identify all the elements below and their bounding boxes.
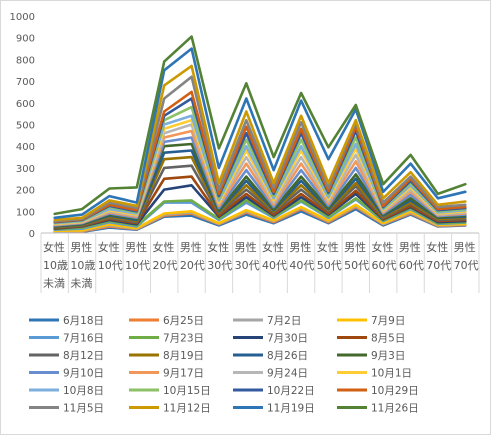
- legend-label: 10月15日: [163, 385, 211, 397]
- legend-item: 10月22日: [233, 385, 315, 397]
- legend-label: 9月17日: [163, 368, 204, 380]
- y-tick-label: 0: [29, 229, 35, 240]
- legend-label: 9月10日: [63, 368, 104, 380]
- y-tick-label: 200: [16, 186, 35, 197]
- x-tick-label: 男性 10歳未満: [70, 240, 95, 290]
- x-tick-label: 男性 60代: [399, 240, 424, 272]
- legend-item: 11月19日: [233, 403, 315, 415]
- legend-label: 8月12日: [63, 350, 104, 362]
- y-tick-label: 600: [16, 99, 35, 110]
- x-tick-label: 女性 60代: [372, 240, 397, 272]
- x-tick-label: 男性 20代: [180, 240, 205, 272]
- legend-item: 9月3日: [337, 350, 405, 362]
- y-tick-label: 100: [16, 207, 35, 218]
- series-line: [53, 47, 467, 220]
- legend-label: 6月25日: [163, 315, 204, 327]
- x-tick-label: 女性 30代: [207, 240, 232, 272]
- x-tick-label: 女性 70代: [426, 240, 451, 272]
- legend-item: 11月12日: [129, 403, 211, 415]
- plot-area: [53, 35, 467, 234]
- legend-item: 8月12日: [29, 350, 104, 362]
- legend-label: 10月8日: [63, 385, 104, 397]
- legend-item: 7月2日: [233, 315, 301, 327]
- x-tick-label: 女性 50代: [317, 240, 342, 272]
- y-tick-label: 1000: [10, 12, 35, 23]
- legend-label: 10月22日: [267, 385, 315, 397]
- x-tick-label: 男性 30代: [235, 240, 260, 272]
- legend-label: 7月2日: [267, 315, 301, 327]
- legend-item: 8月5日: [337, 333, 405, 345]
- legend: 6月18日 6月25日 7月2日 7月9日 7月16日 7月23日 7月30日 8月5日 8月1…: [29, 315, 419, 415]
- x-tick-label: 女性 20代: [153, 240, 178, 272]
- legend-item: 10月1日: [337, 368, 412, 380]
- legend-item: 6月18日: [29, 315, 104, 327]
- legend-item: 7月23日: [129, 333, 204, 345]
- y-tick-label: 400: [16, 142, 35, 153]
- y-tick-label: 300: [16, 164, 35, 175]
- legend-item: 9月10日: [29, 368, 104, 380]
- legend-label: 6月18日: [63, 315, 104, 327]
- legend-item: 7月9日: [337, 315, 405, 327]
- legend-label: 8月19日: [163, 350, 204, 362]
- legend-label: 8月26日: [267, 350, 308, 362]
- legend-item: 6月25日: [129, 315, 204, 327]
- legend-label: 10月1日: [371, 368, 412, 380]
- legend-label: 8月5日: [371, 333, 405, 345]
- legend-item: 7月30日: [233, 333, 308, 345]
- legend-label: 7月16日: [63, 333, 104, 345]
- legend-label: 11月5日: [63, 403, 104, 415]
- legend-label: 7月23日: [163, 333, 204, 345]
- legend-label: 7月30日: [267, 333, 308, 345]
- series-line: [53, 64, 467, 222]
- legend-label: 9月24日: [267, 368, 308, 380]
- legend-item: 11月26日: [337, 403, 419, 415]
- x-tick-label: 男性 50代: [344, 240, 369, 272]
- x-tick-label: 男性 10代: [125, 240, 150, 272]
- legend-item: 8月19日: [129, 350, 204, 362]
- x-tick-label: 男性 70代: [454, 240, 479, 272]
- legend-label: 11月26日: [371, 403, 419, 415]
- legend-item: 8月26日: [233, 350, 308, 362]
- series-line: [53, 35, 467, 216]
- series-line: [53, 90, 467, 223]
- y-axis: 0 100 200 300 400 500 600 700 800 900 1000: [10, 12, 35, 240]
- legend-label: 11月12日: [163, 403, 211, 415]
- x-tick-label: 女性 10歳未満: [43, 240, 68, 290]
- legend-item: 10月29日: [337, 385, 419, 397]
- legend-item: 11月5日: [29, 403, 104, 415]
- x-tick-label: 女性 40代: [262, 240, 287, 272]
- legend-label: 9月3日: [371, 350, 405, 362]
- legend-item: 9月24日: [233, 368, 308, 380]
- legend-item: 10月15日: [129, 385, 211, 397]
- x-tick-label: 男性 40代: [289, 240, 314, 272]
- legend-label: 7月9日: [371, 315, 405, 327]
- x-tick-label: 女性 10代: [98, 240, 123, 272]
- series-line: [53, 75, 467, 223]
- y-tick-label: 700: [16, 77, 35, 88]
- y-tick-label: 800: [16, 55, 35, 66]
- legend-item: 10月8日: [29, 385, 104, 397]
- legend-label: 11月19日: [267, 403, 315, 415]
- legend-item: 9月17日: [129, 368, 204, 380]
- series-line: [53, 203, 467, 233]
- y-tick-label: 500: [16, 121, 35, 132]
- y-tick-label: 900: [16, 34, 35, 45]
- legend-label: 10月29日: [371, 385, 419, 397]
- legend-item: 7月16日: [29, 333, 104, 345]
